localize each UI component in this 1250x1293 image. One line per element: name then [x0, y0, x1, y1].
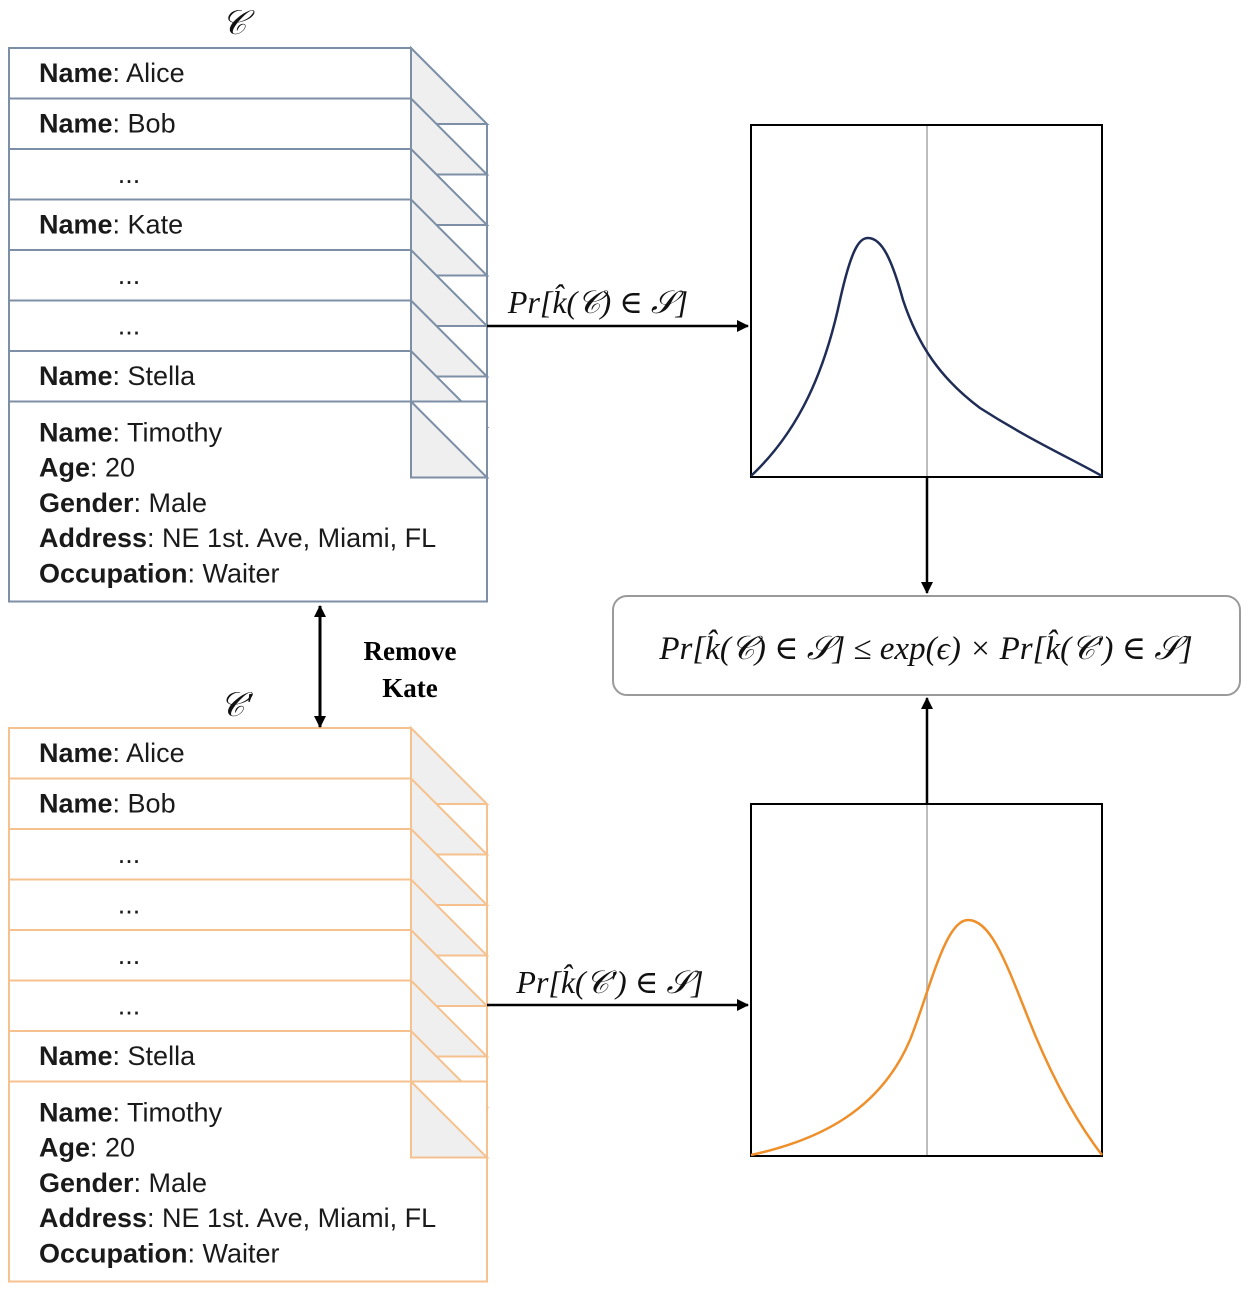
field-value: : Male — [134, 1168, 208, 1198]
collection-c-record-ellipsis: ... — [118, 260, 141, 290]
collection-c-prime-detail-field: Address: NE 1st. Ave, Miami, FL — [39, 1203, 436, 1233]
collection-c-record-row — [8, 148, 412, 201]
plot-top-curve — [750, 236, 1103, 478]
collection-c-prime-detail-field: Name: Timothy — [39, 1098, 223, 1128]
collection-c-prime-detail-field: Age: 20 — [39, 1133, 135, 1163]
field-key: Name — [39, 109, 113, 139]
remove-label-line2: Kate — [382, 673, 437, 703]
field-key: Name — [39, 418, 113, 448]
field-key: Gender — [39, 1168, 134, 1198]
collection-c-prime-record-row — [8, 1030, 412, 1083]
collection-c-record-row — [8, 299, 412, 352]
collection-c-record-name: Name: Alice — [39, 58, 185, 88]
collection-c-detail-field: Address: NE 1st. Ave, Miami, FL — [39, 523, 436, 553]
field-value: : Kate — [113, 210, 184, 240]
field-value: : Bob — [113, 109, 176, 139]
plot-bottom — [750, 803, 1103, 1157]
field-value: : 20 — [90, 1133, 135, 1163]
field-key: Occupation — [39, 558, 188, 588]
collection-c-prime-detail-field: Gender: Male — [39, 1168, 207, 1198]
field-value: : NE 1st. Ave, Miami, FL — [147, 523, 436, 553]
collection-c-detail-record — [8, 400, 488, 603]
collection-c-prime-record-name: Name: Alice — [39, 738, 185, 768]
remove-label-line1: Remove — [364, 636, 457, 666]
field-key: Address — [39, 523, 147, 553]
field-key: Name — [39, 789, 113, 819]
field-key: Name — [39, 1098, 113, 1128]
field-value: : Male — [134, 488, 208, 518]
collection-c-prime-record-name: Name: Stella — [39, 1041, 196, 1071]
collection-c-record-row — [8, 97, 412, 150]
collection-c-prime-record-row — [8, 727, 412, 780]
field-value: : 20 — [90, 453, 135, 483]
field-key: Gender — [39, 488, 134, 518]
plot-bottom-curve — [750, 918, 1103, 1157]
field-value: : Alice — [113, 738, 185, 768]
collection-c-detail-field: Age: 20 — [39, 453, 135, 483]
collection-c-record-ellipsis: ... — [118, 159, 141, 189]
field-value: : Stella — [113, 1041, 197, 1071]
collection-c-record-row — [8, 249, 412, 302]
collection-c-prime-record-ellipsis: ... — [118, 940, 141, 970]
collection-c-prime-detail-field: Occupation: Waiter — [39, 1238, 280, 1268]
collection-c-record-name: Name: Bob — [39, 109, 176, 139]
field-key: Name — [39, 361, 113, 391]
collection-c-detail-field: Name: Timothy — [39, 418, 223, 448]
collection-c-prime-detail-record — [8, 1080, 488, 1283]
field-value: : Bob — [113, 789, 176, 819]
field-value: : Stella — [113, 361, 197, 391]
field-key: Name — [39, 1041, 113, 1071]
collection-c-prime-record-row — [8, 929, 412, 982]
collection-c-record-name: Name: Kate — [39, 210, 183, 240]
plot-top — [750, 124, 1103, 478]
collection-c-record-ellipsis: ... — [118, 311, 141, 341]
collection-c-record-row — [8, 198, 412, 251]
field-key: Name — [39, 210, 113, 240]
field-value: : Timothy — [113, 418, 223, 448]
collection-c-prime-record-ellipsis: ... — [118, 991, 141, 1021]
collection-c-prime-record-row — [8, 828, 412, 881]
collection-c-record-row — [8, 350, 412, 403]
collection-c-prime-record-ellipsis: ... — [118, 839, 141, 869]
collection-c-detail-field: Occupation: Waiter — [39, 558, 280, 588]
field-key: Age — [39, 1133, 90, 1163]
collection-c-record-row — [8, 47, 412, 100]
collection-c-record-name: Name: Stella — [39, 361, 196, 391]
field-value: : Waiter — [188, 558, 280, 588]
arrow-bottom-label: Pr[k̂(𝒞′) ∈ 𝒮] — [515, 964, 703, 1000]
collection-c-prime-record-row — [8, 777, 412, 830]
field-key: Occupation — [39, 1238, 188, 1268]
collection-c-prime-label: 𝒞′ — [220, 687, 254, 724]
field-value: : Alice — [113, 58, 185, 88]
field-key: Name — [39, 58, 113, 88]
field-key: Name — [39, 738, 113, 768]
arrow-top-label: Pr[k̂(𝒞) ∈ 𝒮] — [507, 284, 688, 320]
field-value: : Waiter — [188, 1238, 280, 1268]
inequality-box — [612, 595, 1241, 696]
field-key: Address — [39, 1203, 147, 1233]
collection-c-detail-field: Gender: Male — [39, 488, 207, 518]
inequality-text: Pr[k̂(𝒞) ∈ 𝒮] ≤ exp(ϵ) × Pr[k̂(𝒞′) ∈ 𝒮] — [658, 629, 1192, 667]
collection-c-label: 𝒞 — [222, 5, 256, 42]
collection-c-prime-record-ellipsis: ... — [118, 890, 141, 920]
collection-c-prime-record-name: Name: Bob — [39, 789, 176, 819]
collection-c-prime-record-row — [8, 878, 412, 931]
field-key: Age — [39, 453, 90, 483]
collection-c-prime-record-row — [8, 979, 412, 1032]
field-value: : Timothy — [113, 1098, 223, 1128]
field-value: : NE 1st. Ave, Miami, FL — [147, 1203, 436, 1233]
